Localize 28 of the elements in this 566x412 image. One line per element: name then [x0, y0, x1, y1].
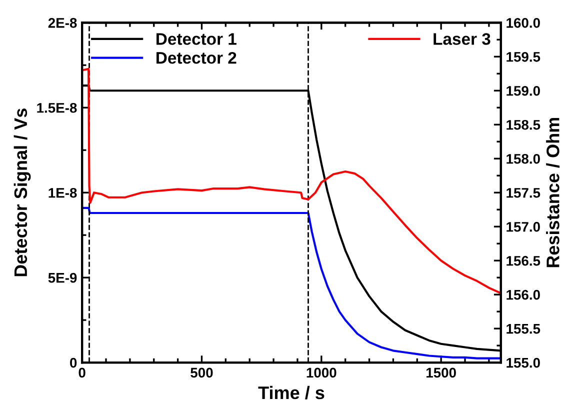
y2-tick-label: 156.0 [506, 290, 540, 300]
y-tick-label: 0 [70, 358, 77, 368]
y2-tick-label: 158.5 [506, 120, 540, 130]
y2-tick-label: 159.0 [506, 86, 540, 96]
y2-tick-label: 156.5 [506, 256, 540, 266]
x-tick-label: 1000 [306, 368, 336, 378]
y-tick-label: 1.5E-8 [37, 102, 77, 113]
y2-axis-title: Resistance / Ohm [546, 118, 560, 268]
line-series [82, 68, 501, 294]
legend-label: Detector 2 [156, 52, 236, 64]
x-tick-label: 500 [190, 368, 213, 378]
y2-tick-label: 158.0 [506, 154, 540, 164]
y-axis-title: Detector Signal / Vs [14, 108, 31, 276]
y2-tick-label: 155.5 [506, 324, 540, 334]
y-tick-label: 5E-9 [48, 272, 77, 283]
y2-tick-label: 160.0 [506, 18, 540, 28]
y2-tick-label: 157.0 [506, 222, 540, 232]
x-tick-label: 1500 [426, 368, 456, 378]
y2-tick-label: 157.5 [506, 188, 540, 198]
x-tick-label: 0 [78, 368, 86, 378]
legend-label: Detector 1 [156, 33, 236, 45]
y2-tick-label: 159.5 [506, 52, 540, 62]
y-tick-label: 2E-8 [48, 18, 77, 28]
y-tick-label: 1E-8 [48, 188, 77, 198]
y2-tick-label: 155.0 [506, 358, 540, 368]
x-axis-title: Time / s [258, 386, 324, 400]
line-series [82, 206, 501, 360]
legend-label: Laser 3 [434, 33, 490, 45]
